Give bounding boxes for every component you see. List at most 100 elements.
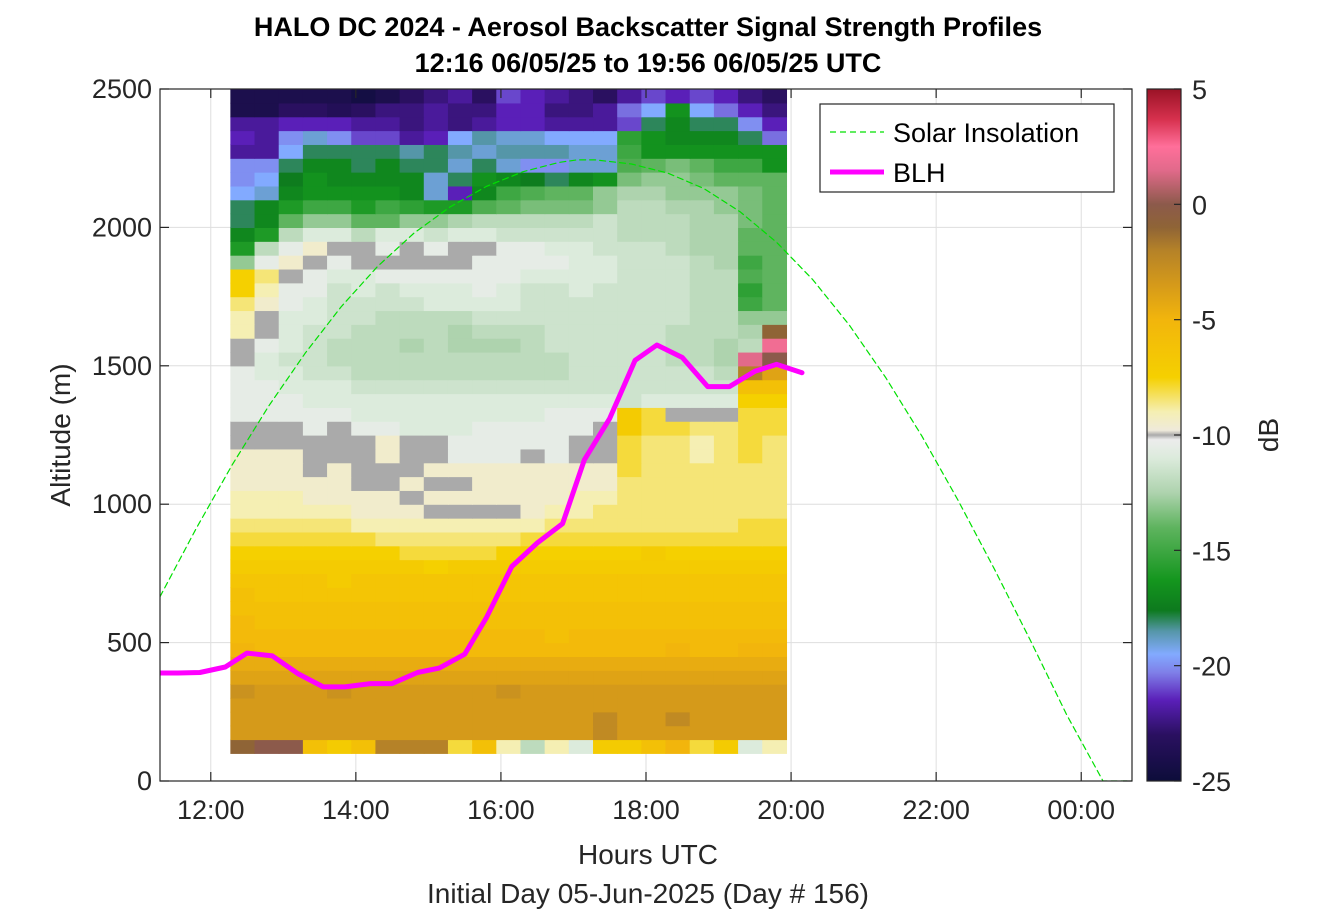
heatmap-cell xyxy=(254,670,280,685)
heatmap-cell xyxy=(762,435,788,450)
heatmap-cell xyxy=(568,628,594,644)
heatmap-cell xyxy=(230,421,256,436)
heatmap-cell xyxy=(689,656,715,671)
heatmap-cell xyxy=(423,130,449,145)
heatmap-cell xyxy=(593,282,618,298)
heatmap-cell xyxy=(665,89,691,104)
heatmap-cell xyxy=(496,684,522,699)
heatmap-cell xyxy=(278,365,304,381)
heatmap-cell xyxy=(423,573,449,588)
heatmap-cell xyxy=(327,282,352,298)
colorbar-ticks: 5 0 -5 -10 -15 -20 -25 xyxy=(1174,75,1231,797)
heatmap-cell xyxy=(399,393,425,408)
heatmap-cell xyxy=(713,227,739,242)
heatmap-cell xyxy=(302,725,328,741)
heatmap-cell xyxy=(665,268,691,284)
heatmap-cell xyxy=(593,338,618,353)
heatmap-cell xyxy=(665,573,691,588)
heatmap-cell xyxy=(496,614,522,630)
heatmap-cell xyxy=(520,144,546,159)
heatmap-cell xyxy=(423,158,449,173)
x-axis: 12:00 14:00 16:00 18:00 20:00 22:00 00:00 xyxy=(177,89,1115,825)
heatmap-cell xyxy=(423,89,449,104)
heatmap-cell xyxy=(617,282,642,298)
heatmap-cell xyxy=(496,504,522,519)
heatmap-cell xyxy=(762,102,788,118)
heatmap-cell xyxy=(423,725,449,741)
heatmap-cell xyxy=(447,628,473,644)
heatmap-cell xyxy=(713,573,739,588)
heatmap-cell xyxy=(617,573,642,588)
heatmap-cell xyxy=(641,642,667,658)
heatmap-cell xyxy=(520,268,546,284)
heatmap-cell xyxy=(423,365,449,381)
heatmap-cell xyxy=(544,310,570,325)
heatmap-cell xyxy=(254,587,280,602)
heatmap-cell xyxy=(641,476,667,491)
heatmap-cell xyxy=(593,296,618,312)
heatmap-cell xyxy=(665,393,691,408)
heatmap-cell xyxy=(713,296,739,312)
heatmap-cell xyxy=(593,227,618,242)
heatmap-cell xyxy=(254,130,280,145)
heatmap-cell xyxy=(641,448,667,464)
heatmap-cell xyxy=(278,310,304,325)
heatmap-cell xyxy=(302,324,328,339)
heatmap-cell xyxy=(544,227,570,242)
heatmap-cell xyxy=(399,628,425,644)
heatmap-cell xyxy=(230,601,256,616)
heatmap-cell xyxy=(375,711,401,727)
heatmap-cell xyxy=(544,365,570,381)
heatmap-cell xyxy=(713,711,739,727)
heatmap-cell xyxy=(496,89,522,104)
heatmap-cell xyxy=(544,282,570,298)
heatmap-cell xyxy=(496,531,522,547)
heatmap-cell xyxy=(447,310,473,325)
heatmap-cell xyxy=(593,684,618,699)
heatmap-cell xyxy=(375,684,401,699)
heatmap-cell xyxy=(762,573,788,588)
heatmap-cell xyxy=(302,393,328,408)
heatmap-cell xyxy=(713,324,739,339)
heatmap-cell xyxy=(496,227,522,242)
heatmap-cell xyxy=(665,338,691,353)
heatmap-cell xyxy=(423,102,449,118)
heatmap-cell xyxy=(593,324,618,339)
heatmap-cell xyxy=(738,614,763,630)
heatmap-cell xyxy=(447,504,473,519)
heatmap-cell xyxy=(399,739,425,754)
heatmap-cell xyxy=(327,268,352,284)
heatmap-cell xyxy=(689,642,715,658)
heatmap-cell xyxy=(593,102,618,118)
heatmap-cell xyxy=(665,116,691,132)
heatmap-cell xyxy=(665,711,691,727)
heatmap-cell xyxy=(593,116,618,132)
heatmap-cell xyxy=(399,573,425,588)
heatmap-cell xyxy=(593,490,618,505)
heatmap-cell xyxy=(351,697,377,713)
heatmap-cell xyxy=(230,365,256,381)
heatmap-cell xyxy=(254,310,280,325)
heatmap-cell xyxy=(302,296,328,312)
heatmap-cell xyxy=(665,213,691,228)
heatmap-cell xyxy=(617,628,642,644)
heatmap-cell xyxy=(423,559,449,574)
heatmap-cell xyxy=(617,518,642,533)
x-tick-label: 16:00 xyxy=(467,795,535,825)
heatmap-cell xyxy=(447,697,473,713)
heatmap-cell xyxy=(472,185,497,201)
heatmap-cell xyxy=(447,255,473,270)
heatmap-cell xyxy=(399,587,425,602)
heatmap-cell xyxy=(544,476,570,491)
heatmap-cell xyxy=(254,199,280,215)
heatmap-cell xyxy=(230,559,256,574)
heatmap-cell xyxy=(496,490,522,505)
heatmap-cell xyxy=(375,725,401,741)
heatmap-cell xyxy=(713,130,739,145)
heatmap-cell xyxy=(351,476,377,491)
heatmap-cell xyxy=(593,172,618,187)
heatmap-cell xyxy=(593,739,618,754)
heatmap-cell xyxy=(423,241,449,256)
chart-subtitle: 12:16 06/05/25 to 19:56 06/05/25 UTC xyxy=(415,48,882,78)
